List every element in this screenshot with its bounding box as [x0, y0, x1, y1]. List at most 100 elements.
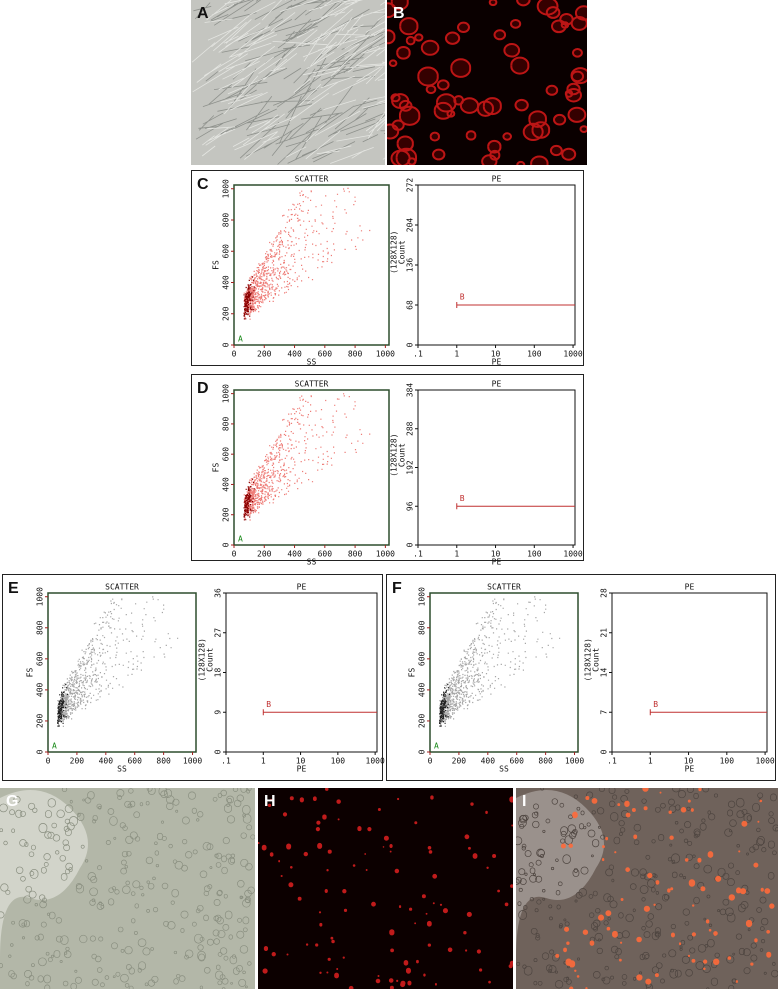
plot-frame: [417, 184, 576, 346]
plot-frame: [417, 389, 576, 546]
x-tick-label: 1000: [183, 757, 202, 766]
axis-label: PE: [492, 558, 502, 567]
x-tick-label: 1000: [563, 350, 582, 359]
photo-content: [0, 788, 255, 989]
x-tick-label: 1000: [376, 550, 395, 559]
x-tick-label: 400: [287, 550, 302, 559]
axis-label: (128X128): [584, 638, 593, 681]
y-tick-label: 18: [214, 668, 223, 678]
panel-label: G: [6, 793, 18, 810]
y-tick-label: 1000: [36, 587, 45, 606]
axis-label: FS: [26, 668, 35, 678]
x-tick-label: 1000: [366, 757, 385, 766]
x-tick-label: 10: [684, 757, 694, 766]
x-tick-label: 100: [720, 757, 735, 766]
scatter-cloud: [439, 596, 561, 727]
axis-label: SS: [307, 358, 317, 367]
plot-title: PE: [297, 583, 307, 592]
y-tick-label: 0: [36, 749, 45, 754]
y-tick-label: 28: [600, 588, 609, 598]
y-tick-label: 400: [222, 275, 231, 290]
x-tick-label: 1: [648, 757, 653, 766]
axis-label: SS: [499, 765, 509, 774]
axis-label: PE: [297, 765, 307, 774]
y-tick-label: 36: [214, 588, 223, 598]
y-tick-label: 1000: [222, 179, 231, 198]
x-tick-label: 800: [348, 550, 363, 559]
photo: H: [258, 788, 513, 989]
x-tick-label: 1: [454, 350, 459, 359]
y-tick-label: 136: [406, 258, 415, 273]
scatter-cloud: [243, 187, 371, 320]
photo-content: [191, 0, 385, 165]
x-tick-label: 1: [261, 757, 266, 766]
panel-frame: [2, 574, 383, 781]
x-tick-label: 0: [46, 757, 51, 766]
x-tick-label: 200: [70, 757, 85, 766]
y-tick-label: 68: [406, 300, 415, 310]
x-tick-label: 600: [318, 350, 333, 359]
plot-frame: [225, 592, 378, 753]
tissue-vacuole: [0, 790, 88, 958]
tissue-texture: [516, 788, 778, 989]
tissue-texture: [0, 788, 255, 989]
panel-frame: [191, 170, 584, 366]
x-tick-label: .1: [413, 550, 423, 559]
x-tick-label: 1000: [565, 757, 584, 766]
y-tick-label: 800: [418, 620, 427, 635]
panel-label: I: [522, 793, 526, 810]
x-tick-label: .1: [413, 350, 423, 359]
x-tick-label: 10: [296, 757, 306, 766]
axis-label: (128X128): [198, 638, 207, 681]
axis-label: FS: [212, 260, 221, 270]
y-tick-label: 0: [600, 749, 609, 754]
y-tick-label: 192: [406, 460, 415, 475]
x-tick-label: 100: [527, 350, 542, 359]
tissue-vacuole: [516, 790, 604, 958]
axis-label: (128X128): [390, 231, 399, 274]
x-tick-label: 200: [257, 550, 272, 559]
y-tick-label: 1000: [222, 384, 231, 403]
photo-background: [258, 788, 513, 989]
x-tick-label: 800: [348, 350, 363, 359]
y-tick-label: 0: [406, 542, 415, 547]
x-tick-label: 1000: [376, 350, 395, 359]
y-tick-label: 27: [214, 628, 223, 638]
axis-label: (128X128): [390, 433, 399, 476]
y-tick-label: 200: [222, 306, 231, 321]
axis-label: Count: [398, 443, 407, 467]
cell-streaks: [191, 0, 385, 164]
photo: I: [516, 788, 778, 989]
plot-title: SCATTER: [105, 583, 139, 592]
x-tick-label: 200: [257, 350, 272, 359]
y-tick-label: 0: [222, 342, 231, 347]
plot-title: SCATTER: [295, 175, 329, 184]
y-tick-label: 0: [222, 542, 231, 547]
y-tick-label: 272: [406, 178, 415, 193]
x-tick-label: .1: [221, 757, 231, 766]
y-tick-label: 21: [600, 628, 609, 638]
axis-label: PE: [685, 765, 695, 774]
gate-label: B: [653, 700, 658, 709]
plot-frame: [233, 184, 390, 346]
gate-label: B: [266, 700, 271, 709]
photo: G: [0, 788, 255, 989]
photo-content: [516, 788, 778, 989]
x-tick-label: 400: [481, 757, 496, 766]
y-tick-label: 200: [222, 507, 231, 522]
plot-frame: [611, 592, 768, 753]
y-tick-label: 0: [406, 342, 415, 347]
y-tick-label: 288: [406, 421, 415, 436]
plot-title: PE: [492, 380, 502, 389]
y-tick-label: 400: [222, 477, 231, 492]
y-tick-label: 800: [36, 620, 45, 635]
gate-label: B: [460, 293, 465, 302]
scatter-core: [243, 478, 255, 521]
photo-content: [258, 788, 513, 989]
plot-frame: [429, 592, 579, 753]
